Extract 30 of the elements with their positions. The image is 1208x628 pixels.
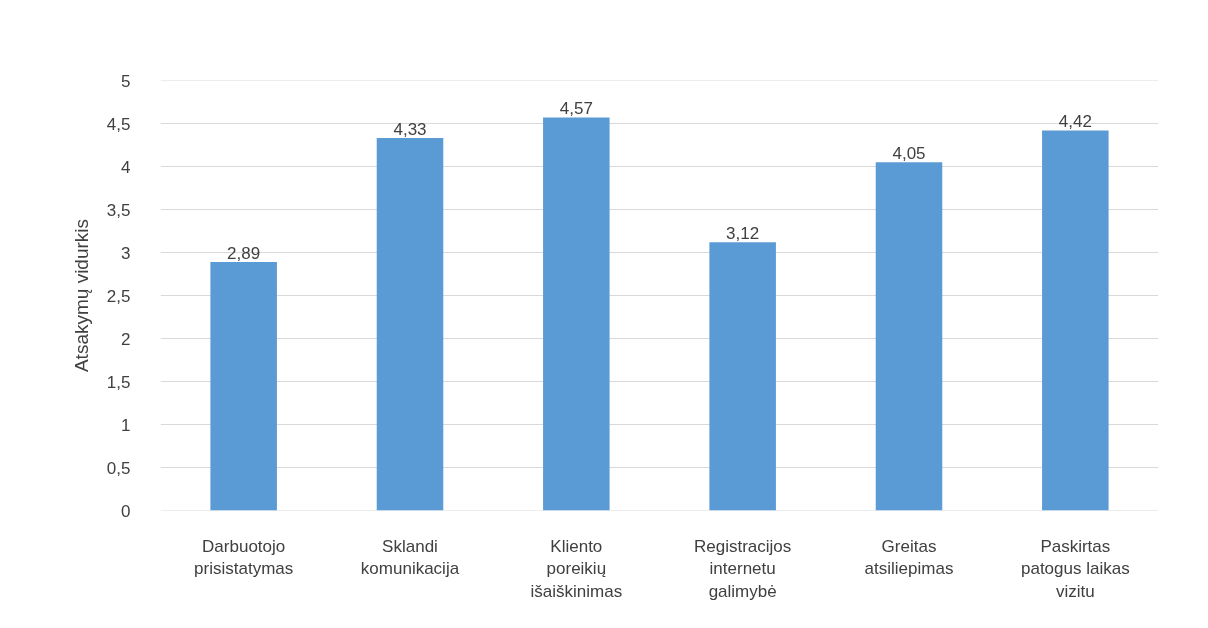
data-label: 3,12: [726, 224, 760, 244]
data-label: 4,33: [393, 120, 427, 140]
x-tick-label: Registracijos internetu galimybė: [694, 536, 792, 602]
x-tick-label: Sklandi komunikacija: [360, 536, 460, 579]
bar: [210, 261, 277, 511]
y-tick-label: 5: [121, 71, 131, 91]
y-tick-label: 1,5: [106, 372, 131, 392]
data-label: 2,89: [227, 243, 261, 263]
y-tick-label: 0,5: [106, 458, 131, 478]
y-tick-label: 2,5: [106, 286, 131, 306]
y-tick-label: 0: [121, 501, 131, 521]
y-tick-label: 4: [121, 157, 131, 177]
bar: [543, 117, 610, 511]
bar: [709, 242, 776, 511]
bar: [1042, 130, 1109, 511]
x-tick-label: Darbuotojo prisistatymas: [194, 536, 294, 579]
y-tick-label: 3,5: [106, 200, 131, 220]
bar: [875, 162, 943, 511]
y-tick-label: 2: [121, 329, 131, 349]
y-axis-title: Atsakymų vidurkis: [70, 218, 92, 373]
x-tick-label: Kliento poreikių išaiškinimas: [530, 536, 623, 602]
bar: [376, 138, 444, 511]
data-label: 4,42: [1058, 112, 1092, 132]
y-tick-label: 1: [121, 415, 131, 435]
data-label: 4,57: [559, 99, 593, 119]
x-tick-label: Paskirtas patogus laikas vizitu: [1020, 536, 1130, 602]
y-tick-label: 3: [121, 243, 131, 263]
x-tick-label: Greitas atsiliepimas: [864, 536, 954, 579]
data-label: 4,05: [892, 144, 926, 164]
y-tick-label: 4,5: [106, 114, 131, 134]
